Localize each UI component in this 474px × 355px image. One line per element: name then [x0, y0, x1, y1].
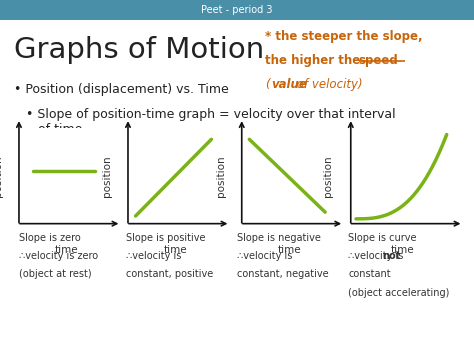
Text: not: not	[382, 251, 401, 261]
Text: ∴velocity is: ∴velocity is	[126, 251, 181, 261]
Text: constant, negative: constant, negative	[237, 269, 328, 279]
Text: • Slope of position-time graph = velocity over that interval
      of time: • Slope of position-time graph = velocit…	[14, 108, 396, 136]
Text: (object at rest): (object at rest)	[19, 269, 91, 279]
Text: ∴velocity is zero: ∴velocity is zero	[19, 251, 98, 261]
Text: Graphs of Motion: Graphs of Motion	[14, 36, 264, 64]
Text: time: time	[55, 245, 78, 255]
Text: of velocity): of velocity)	[293, 78, 363, 91]
Text: time: time	[164, 245, 187, 255]
Text: position: position	[323, 155, 333, 197]
Text: Slope is negative: Slope is negative	[237, 233, 321, 242]
Text: time: time	[391, 245, 415, 255]
Text: Slope is zero: Slope is zero	[19, 233, 81, 242]
Text: position: position	[216, 155, 226, 197]
Text: speed: speed	[359, 54, 399, 67]
Text: the higher the: the higher the	[265, 54, 365, 67]
FancyBboxPatch shape	[0, 0, 474, 20]
Text: value: value	[271, 78, 307, 91]
Text: position: position	[0, 155, 3, 197]
Text: time: time	[277, 245, 301, 255]
Text: (object accelerating): (object accelerating)	[348, 288, 450, 298]
Text: Slope is positive: Slope is positive	[126, 233, 205, 242]
Text: position: position	[102, 155, 112, 197]
Text: Slope is curve: Slope is curve	[348, 233, 417, 242]
Text: constant: constant	[348, 269, 391, 279]
Text: (: (	[265, 78, 270, 91]
Text: Peet - period 3: Peet - period 3	[201, 5, 273, 15]
Text: ∴velocity is: ∴velocity is	[237, 251, 292, 261]
Text: ∴velocity is: ∴velocity is	[348, 251, 407, 261]
Text: constant, positive: constant, positive	[126, 269, 213, 279]
Text: * the steeper the slope,: * the steeper the slope,	[265, 30, 423, 43]
Text: • Position (displacement) vs. Time: • Position (displacement) vs. Time	[14, 83, 229, 97]
